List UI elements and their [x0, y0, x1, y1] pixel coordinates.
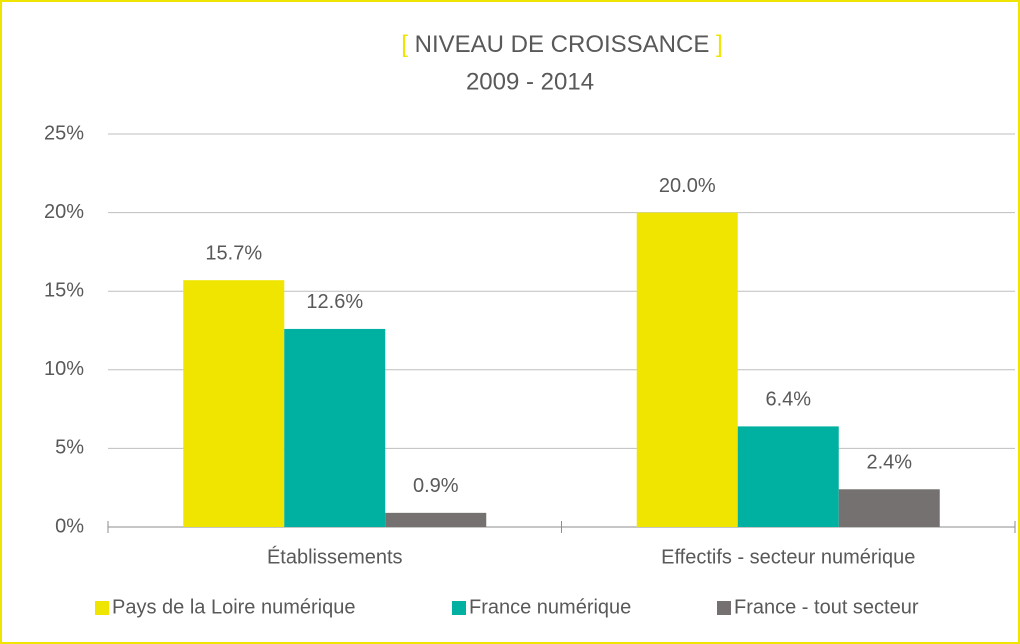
y-tick-label: 5% [55, 437, 84, 459]
y-tick-label: 15% [44, 279, 84, 301]
title-bracket: [ [401, 31, 408, 58]
value-label: 12.6% [306, 291, 363, 313]
y-tick-label: 0% [55, 515, 84, 537]
value-label: 2.4% [866, 452, 912, 474]
chart-title: NIVEAU DE CROISSANCE [415, 31, 710, 58]
legend-swatch [717, 601, 731, 615]
legend-label: France - tout secteur [734, 596, 919, 618]
bar [737, 426, 839, 527]
legend-swatch [452, 601, 466, 615]
value-label: 20.0% [659, 175, 716, 197]
chart-title-line: [ NIVEAU DE CROISSANCE ] [401, 31, 722, 58]
legend-label: France numérique [469, 596, 631, 618]
bar [636, 212, 738, 527]
x-tick-label: Établissements [267, 545, 403, 568]
value-label: 15.7% [205, 242, 262, 264]
bar [838, 489, 940, 527]
title-bracket: ] [716, 31, 723, 58]
bar [284, 328, 386, 527]
legend-swatch [95, 601, 109, 615]
bar [385, 512, 487, 527]
value-label: 0.9% [413, 475, 459, 497]
legend-label: Pays de la Loire numérique [112, 596, 355, 618]
chart-subtitle: 2009 - 2014 [466, 68, 594, 95]
y-tick-label: 20% [44, 201, 84, 223]
y-tick-label: 10% [44, 358, 84, 380]
bar [183, 280, 285, 527]
x-tick-label: Effectifs - secteur numérique [661, 546, 915, 568]
value-label: 6.4% [765, 389, 811, 411]
y-tick-label: 25% [44, 122, 84, 144]
